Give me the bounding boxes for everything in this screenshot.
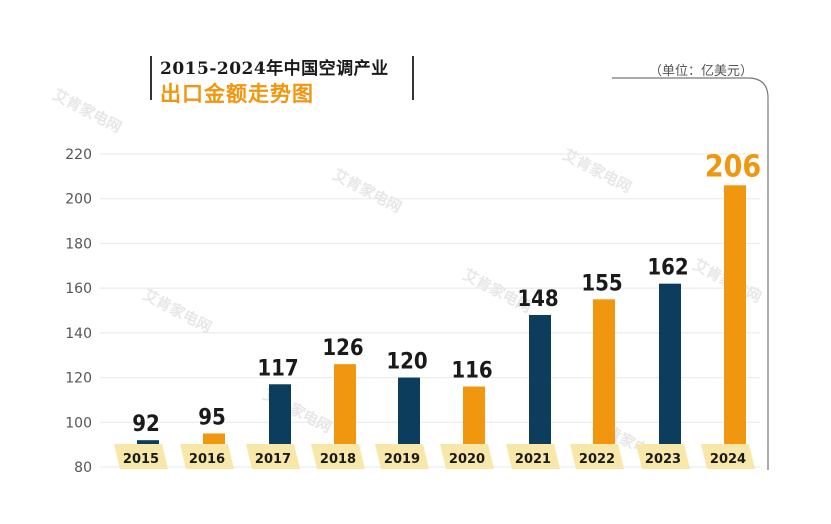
bar-2018 [334, 364, 356, 467]
title-divider-right [412, 56, 414, 100]
y-tick-label: 120 [65, 371, 92, 387]
category-label-box [440, 444, 494, 469]
bar-2022 [593, 299, 615, 467]
data-label: 117 [257, 356, 298, 381]
data-label: 206 [705, 149, 761, 184]
category-label-box [246, 444, 300, 469]
y-tick-label: 140 [65, 326, 92, 342]
category-label-box [375, 444, 429, 469]
y-tick-label: 100 [65, 415, 92, 431]
data-label: 162 [647, 256, 688, 281]
chart-subtitle: 出口金额走势图 [160, 81, 314, 106]
data-label: 92 [132, 412, 160, 437]
data-label: 116 [451, 359, 492, 384]
x-tick-label: 2021 [515, 452, 551, 467]
data-label: 95 [198, 405, 226, 430]
x-tick-label: 2024 [710, 452, 746, 467]
category-label-box [180, 444, 234, 469]
category-label-box [311, 444, 365, 469]
bar-2023 [659, 283, 681, 467]
category-label-box [701, 444, 755, 469]
category-label-box [570, 444, 624, 469]
x-tick-label: 2023 [645, 452, 681, 467]
data-label: 120 [386, 350, 427, 375]
title-divider-left [150, 56, 152, 100]
x-tick-label: 2022 [579, 452, 615, 467]
y-tick-label: 160 [65, 281, 92, 297]
bar-2021 [529, 314, 551, 467]
y-tick-label: 180 [65, 236, 92, 252]
unit-label: （单位：亿美元） [648, 64, 753, 79]
x-tick-label: 2018 [320, 452, 356, 467]
frame-line [612, 77, 769, 470]
y-tick-label: 200 [65, 192, 92, 208]
x-tick-label: 2015 [123, 452, 159, 467]
data-label: 148 [517, 287, 558, 312]
category-label-box [636, 444, 690, 469]
bar-2024 [724, 185, 746, 468]
data-label: 126 [322, 336, 363, 361]
data-label: 155 [581, 271, 622, 296]
x-tick-label: 2017 [255, 452, 291, 467]
chart-title: 2015-2024年中国空调产业 [160, 59, 389, 79]
category-label-box [506, 444, 560, 469]
x-tick-label: 2019 [384, 452, 420, 467]
y-tick-label: 80 [74, 460, 92, 476]
x-tick-label: 2020 [449, 452, 485, 467]
y-tick-label: 220 [65, 147, 92, 163]
x-tick-label: 2016 [189, 452, 225, 467]
category-label-box [114, 444, 168, 469]
